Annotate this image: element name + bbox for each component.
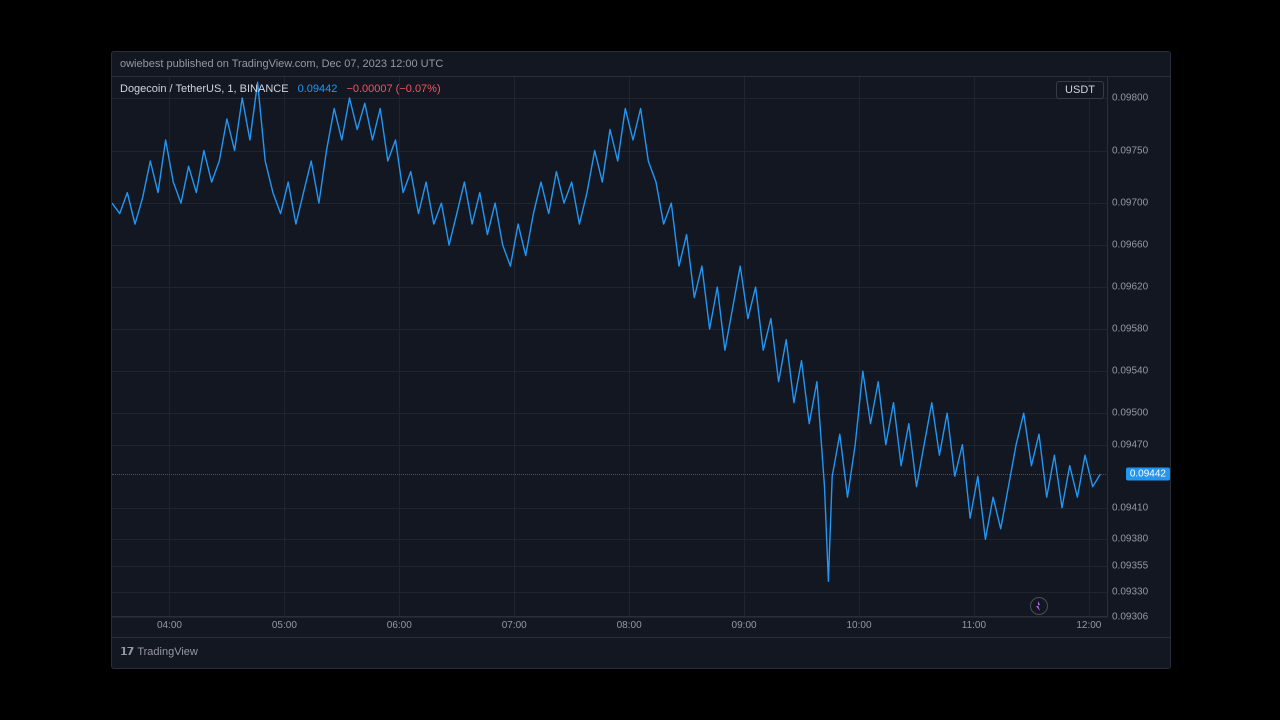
y-tick-label: 0.09380 (1108, 534, 1170, 545)
x-tick-label: 08:00 (617, 617, 642, 631)
price-change: −0.00007 (−0.07%) (346, 83, 440, 95)
x-tick-label: 05:00 (272, 617, 297, 631)
y-tick-label: 0.09620 (1108, 282, 1170, 293)
x-tick-label: 06:00 (387, 617, 412, 631)
x-tick-label: 11:00 (962, 617, 986, 631)
footer-bar: ⁠𝟭𝟳 TradingView (112, 637, 1170, 666)
y-tick-label: 0.09580 (1108, 324, 1170, 335)
price-line-series (112, 77, 1108, 617)
plot-region[interactable]: Dogecoin / TetherUS, 1, BINANCE 0.09442 … (112, 77, 1108, 617)
y-tick-label: 0.09306 (1108, 612, 1170, 623)
y-tick-label: 0.09355 (1108, 560, 1170, 571)
y-tick-label: 0.09540 (1108, 366, 1170, 377)
y-tick-label: 0.09410 (1108, 502, 1170, 513)
x-tick-label: 09:00 (732, 617, 757, 631)
y-tick-label: 0.09800 (1108, 93, 1170, 104)
replay-icon[interactable] (1030, 597, 1048, 615)
brand-text: TradingView (137, 638, 198, 666)
symbol-label: Dogecoin / TetherUS, 1, BINANCE (120, 83, 289, 95)
chart-frame: owiebest published on TradingView.com, D… (111, 51, 1171, 669)
chart-area[interactable]: Dogecoin / TetherUS, 1, BINANCE 0.09442 … (112, 77, 1170, 637)
y-axis[interactable]: 0.09800 0.09750 0.09700 0.09660 0.09620 0.095… (1107, 77, 1170, 617)
tradingview-logo: ⁠𝟭𝟳 TradingView (120, 638, 198, 666)
x-tick-label: 10:00 (846, 617, 871, 631)
x-tick-label: 04:00 (157, 617, 182, 631)
current-price-tag: 0.09442 (1126, 468, 1170, 481)
last-price: 0.09442 (298, 83, 338, 95)
publish-header: owiebest published on TradingView.com, D… (112, 52, 1170, 77)
y-tick-label: 0.09660 (1108, 240, 1170, 251)
y-tick-label: 0.09500 (1108, 408, 1170, 419)
y-tick-label: 0.09750 (1108, 145, 1170, 156)
chart-legend: Dogecoin / TetherUS, 1, BINANCE 0.09442 … (120, 83, 441, 95)
x-axis[interactable]: 04:00 05:00 06:00 07:00 08:00 09:00 10:00 11:00… (112, 616, 1108, 637)
y-tick-label: 0.09470 (1108, 439, 1170, 450)
x-tick-label: 12:00 (1076, 617, 1101, 631)
unit-badge[interactable]: USDT (1056, 81, 1104, 99)
y-tick-label: 0.09330 (1108, 586, 1170, 597)
publish-text: owiebest published on TradingView.com, D… (120, 58, 443, 70)
y-tick-label: 0.09700 (1108, 198, 1170, 209)
x-tick-label: 07:00 (502, 617, 527, 631)
tv-glyph-icon: ⁠𝟭𝟳 (120, 638, 133, 666)
